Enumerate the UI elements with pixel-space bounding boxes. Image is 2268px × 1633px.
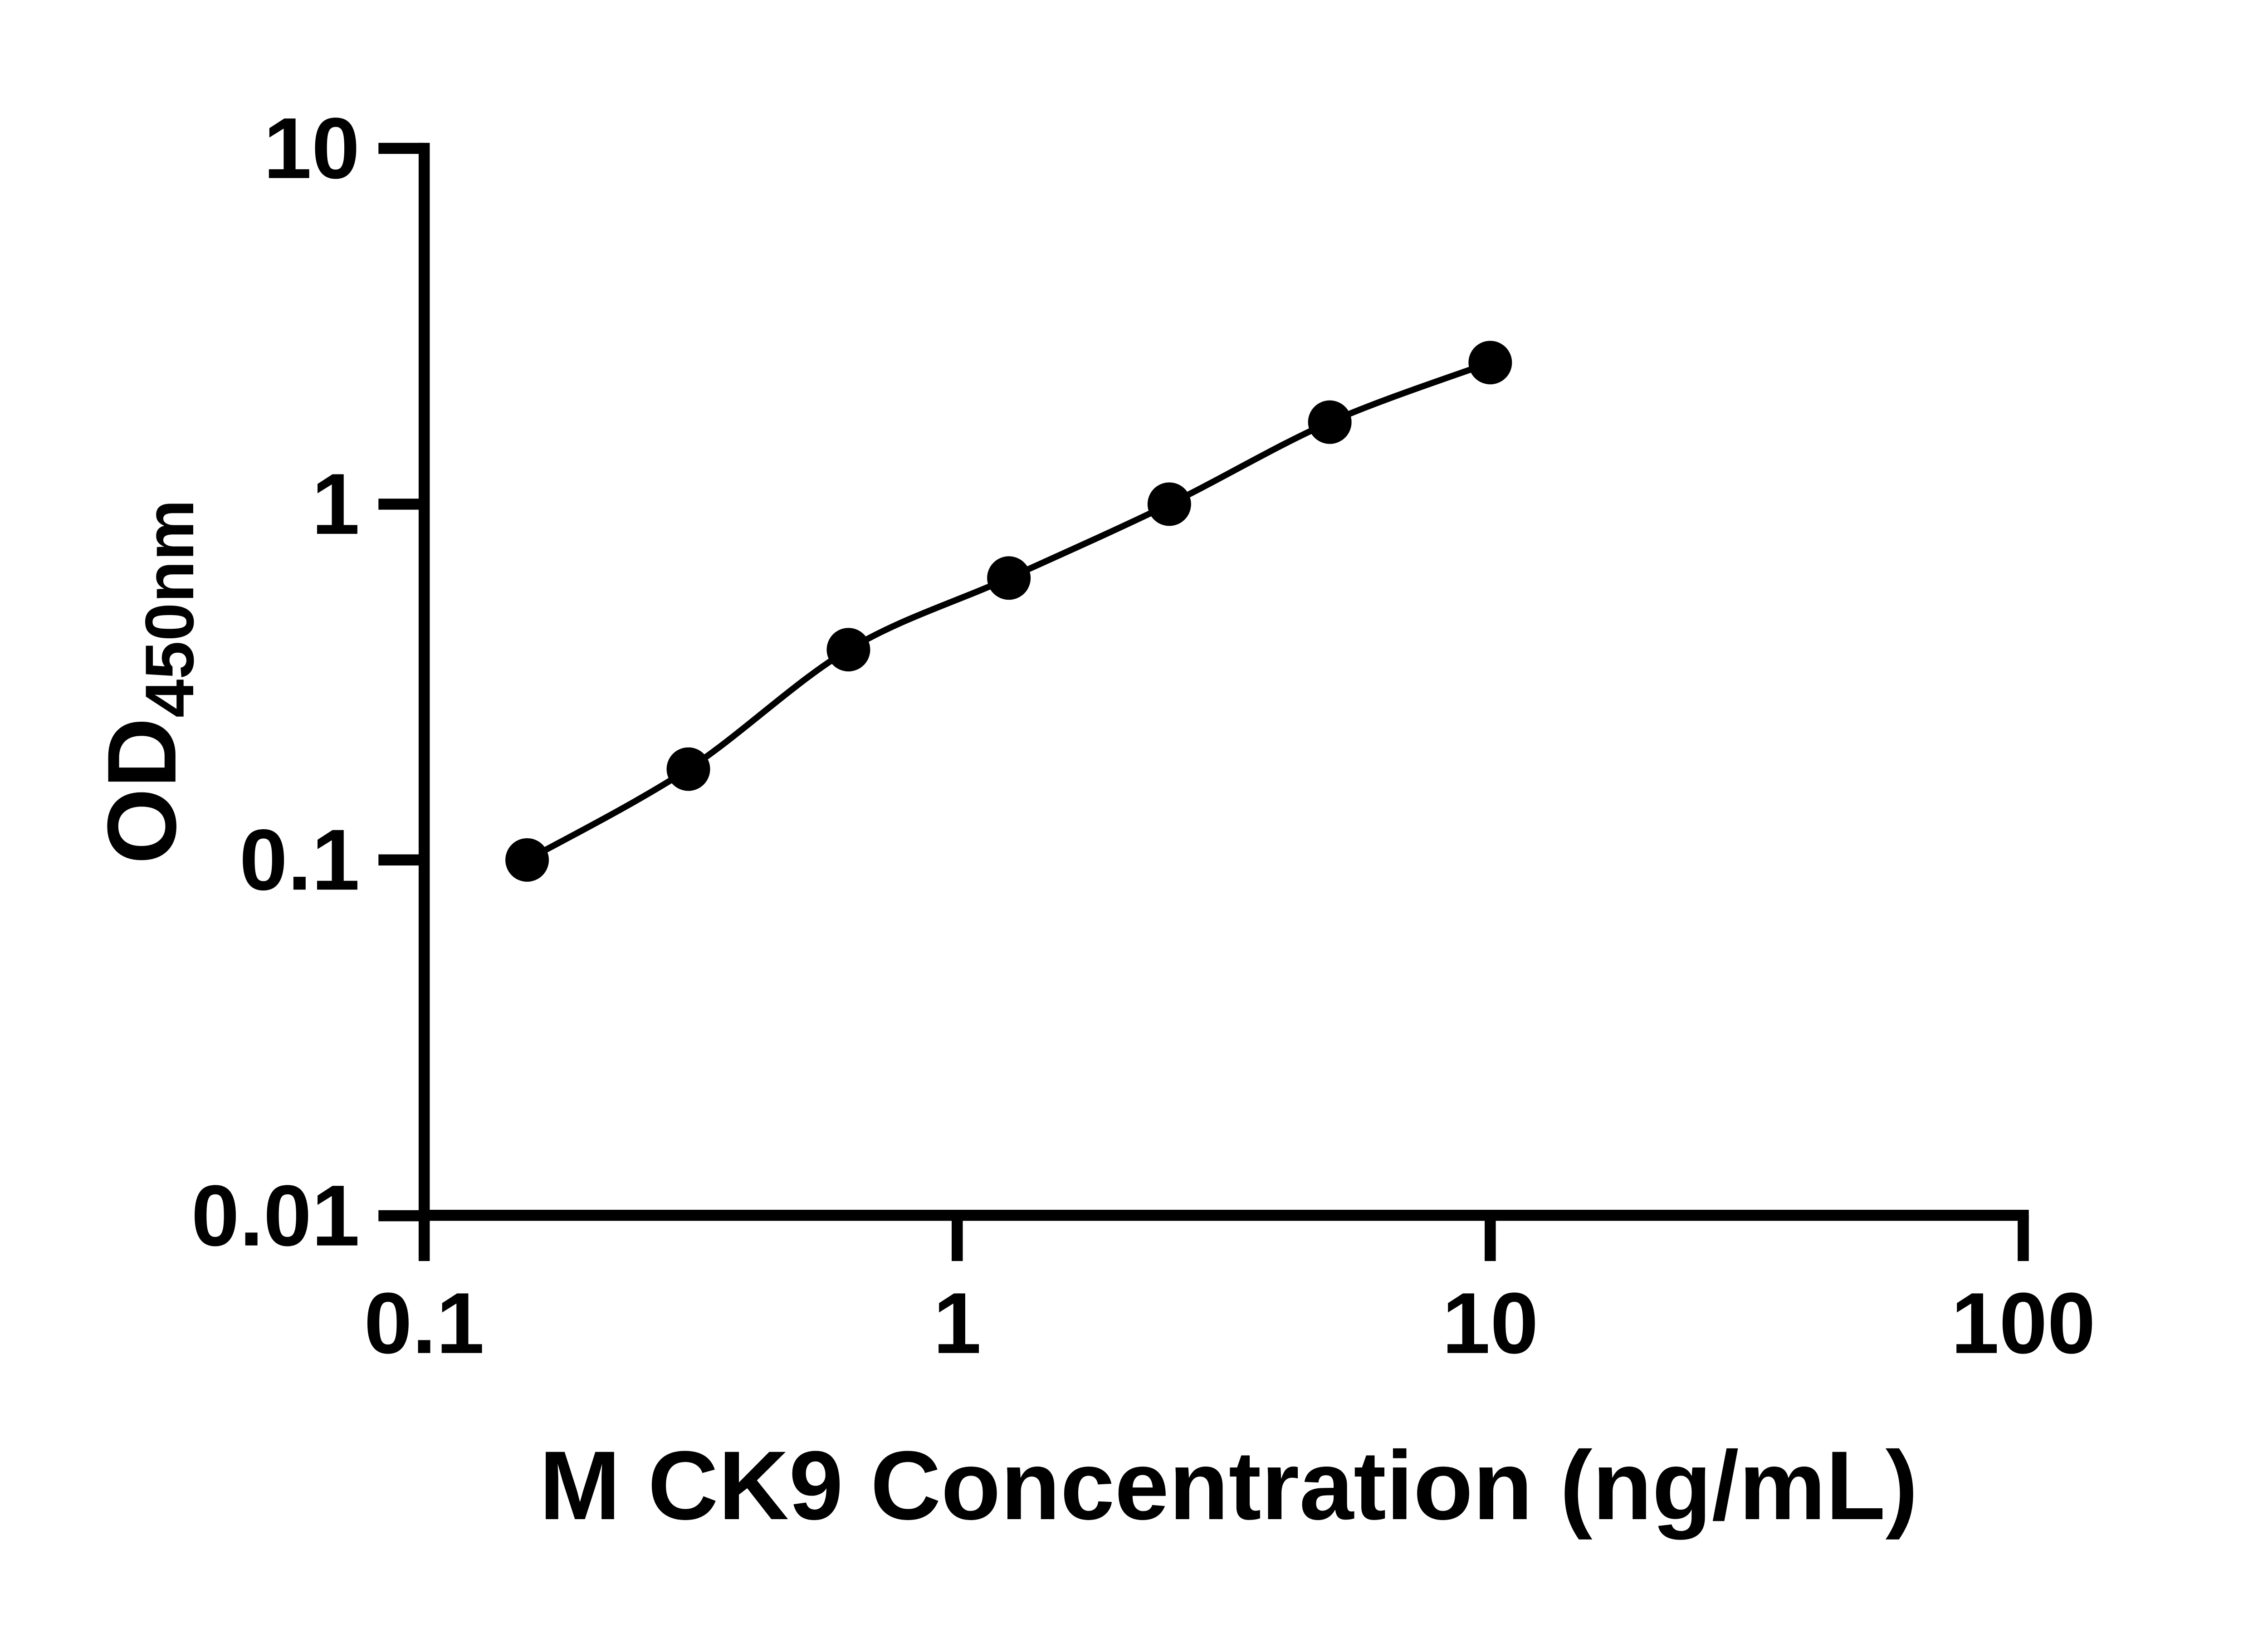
y-axis-title-subscript: 450nm: [132, 499, 208, 718]
data-point: [826, 628, 870, 672]
data-point: [505, 838, 549, 882]
plot-background: [0, 0, 2268, 1599]
data-point: [1147, 482, 1191, 526]
y-axis-tick-label: 0.01: [191, 1168, 360, 1264]
data-point: [1468, 341, 1512, 385]
data-point: [666, 747, 710, 791]
x-axis-tick-label: 10: [1442, 1275, 1538, 1372]
elisa-standard-curve-figure: 10 1 0.1 0.01 0.1 1 10 100 M CK9 Concentration (…: [0, 0, 2268, 1599]
y-axis-tick-label: 1: [312, 456, 360, 552]
x-axis-tick-label: 100: [1951, 1275, 2096, 1372]
data-point: [987, 556, 1031, 600]
x-axis-tick-label: 0.1: [364, 1275, 484, 1372]
y-axis-tick-label: 10: [264, 100, 360, 197]
x-axis-title: M CK9 Concentration (ng/mL): [539, 1431, 1918, 1540]
y-axis-title: OD450nm: [87, 499, 208, 864]
y-axis-tick-label: 0.1: [240, 812, 360, 908]
x-axis-tick-label: 1: [933, 1275, 981, 1372]
y-axis-title-main: OD: [87, 718, 196, 864]
data-point: [1308, 400, 1352, 444]
page: { "figure": { "background_color": "#ffff…: [0, 0, 2268, 1599]
